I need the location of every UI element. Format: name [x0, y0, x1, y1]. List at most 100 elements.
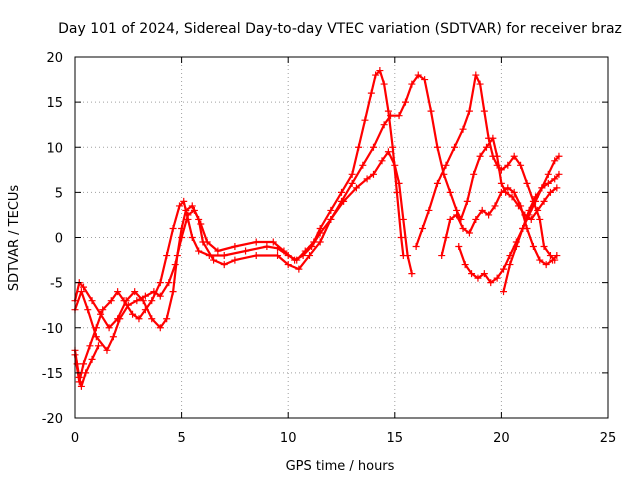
data-point: [425, 206, 433, 214]
data-point: [497, 179, 505, 187]
data-point: [553, 184, 561, 192]
data-point: [433, 143, 441, 151]
data-point: [348, 179, 356, 187]
data-point: [165, 279, 173, 287]
data-point: [99, 306, 107, 314]
data-point: [519, 224, 527, 232]
data-point: [512, 243, 520, 251]
data-point: [372, 71, 380, 79]
x-axis-label: GPS time / hours: [286, 459, 395, 474]
data-point: [97, 310, 105, 318]
data-point: [538, 184, 546, 192]
y-tick-label: -20: [42, 412, 63, 427]
data-point: [540, 197, 548, 205]
data-point: [103, 346, 111, 354]
data-point: [555, 170, 563, 178]
data-point: [459, 224, 467, 232]
data-point: [231, 256, 239, 264]
chart-title: Day 101 of 2024, Sidereal Day-to-day VTE…: [58, 21, 622, 37]
data-point: [391, 161, 399, 169]
data-point: [493, 161, 501, 169]
data-point: [105, 324, 113, 332]
data-point: [190, 206, 198, 214]
data-point: [485, 211, 493, 219]
data-point: [133, 297, 141, 305]
data-point: [553, 252, 561, 260]
series-layer: [71, 67, 563, 390]
data-point: [500, 265, 508, 273]
y-tick-label: 0: [55, 232, 63, 247]
data-point: [404, 252, 412, 260]
data-point: [482, 143, 490, 151]
data-point: [446, 188, 454, 196]
data-point: [363, 175, 371, 183]
series-track-b: [71, 71, 561, 332]
series-track-h: [500, 170, 563, 296]
data-point: [361, 116, 369, 124]
data-point: [497, 166, 505, 174]
data-point: [401, 98, 409, 106]
data-point: [536, 256, 544, 264]
data-point: [131, 288, 139, 296]
data-point: [150, 288, 158, 296]
data-point: [485, 134, 493, 142]
series-line: [415, 74, 556, 262]
data-point: [94, 342, 102, 350]
data-point: [529, 243, 537, 251]
data-point: [171, 261, 179, 269]
data-point: [551, 157, 559, 165]
data-point: [487, 279, 495, 287]
x-tick-label: 15: [387, 431, 404, 446]
data-point: [433, 179, 441, 187]
data-point: [338, 188, 345, 196]
x-tick-label: 5: [177, 431, 185, 446]
data-point: [387, 112, 395, 120]
data-point: [493, 274, 501, 282]
data-point: [376, 67, 384, 75]
data-point: [122, 297, 130, 305]
data-point: [517, 202, 525, 210]
data-point: [489, 152, 497, 160]
data-point: [188, 202, 196, 210]
data-point: [421, 76, 429, 84]
data-point: [517, 161, 525, 169]
data-point: [427, 107, 435, 115]
data-point: [468, 270, 476, 278]
data-point: [210, 256, 218, 264]
data-point: [500, 288, 508, 296]
data-point: [163, 252, 171, 260]
data-point: [542, 261, 550, 269]
data-point: [472, 71, 480, 79]
data-point: [88, 355, 96, 363]
data-point: [476, 152, 484, 160]
data-point: [544, 170, 552, 178]
data-point: [380, 121, 388, 129]
axis-ticks: 0 5 10 15 20 25 -20 -15 -10 -5 0 5 10 15 20: [42, 51, 617, 446]
data-point: [284, 261, 292, 269]
data-point: [214, 247, 222, 255]
y-axis-label: SDTVAR / TECUs: [7, 185, 22, 292]
data-point: [455, 243, 463, 251]
data-point: [549, 256, 557, 264]
data-point: [195, 247, 203, 255]
data-point: [242, 247, 250, 255]
y-tick-label: 15: [46, 96, 63, 111]
data-point: [476, 80, 484, 88]
data-point: [438, 252, 446, 260]
data-point: [156, 292, 164, 300]
data-point: [114, 288, 122, 296]
data-point: [497, 188, 505, 196]
data-point: [355, 143, 363, 151]
data-point: [80, 283, 88, 291]
data-point: [75, 373, 83, 381]
data-point: [180, 197, 188, 205]
data-point: [135, 315, 143, 323]
series-line: [73, 69, 405, 383]
data-point: [291, 256, 299, 264]
y-tick-label: 5: [55, 186, 63, 201]
data-point: [77, 288, 85, 296]
data-point: [188, 234, 196, 241]
data-point: [124, 301, 132, 309]
